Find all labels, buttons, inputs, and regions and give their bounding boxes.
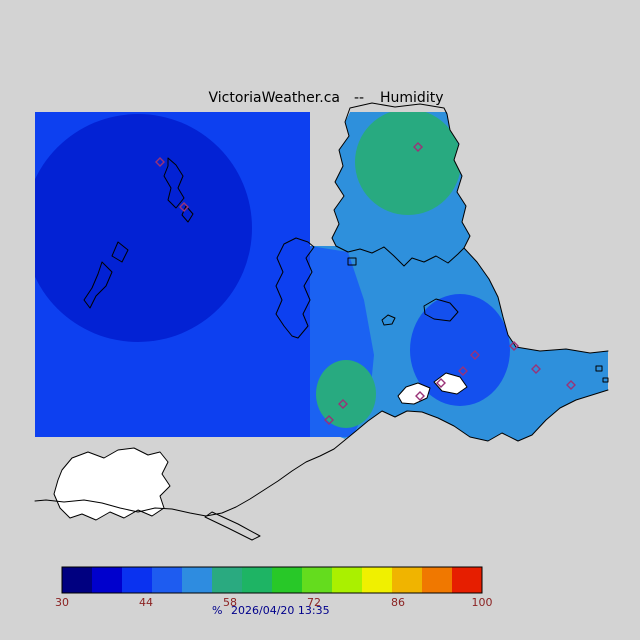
colorbar-segment: [422, 567, 452, 593]
colorbar-tick: 44: [139, 596, 153, 609]
colorbar-segment: [152, 567, 182, 593]
station-diamond-marker: [509, 341, 519, 351]
island-gulf-a: [163, 157, 185, 209]
station-diamond-marker: [413, 142, 423, 152]
colorbar-segment: [362, 567, 392, 593]
colorbar-border: [61, 566, 483, 594]
station-diamond-marker: [566, 380, 576, 390]
colorbar-segment: [62, 567, 92, 593]
colorbar-segment: [92, 567, 122, 593]
colorbar-segments: [62, 567, 482, 593]
colorbar-segment: [452, 567, 482, 593]
humidity-field: [35, 112, 608, 441]
station-diamond-marker: [324, 415, 334, 425]
coastline-south-shore: [34, 389, 609, 517]
colorbar-tick: 58: [223, 596, 237, 609]
colorbar-tick: 100: [472, 596, 493, 609]
station-diamond-marker: [531, 364, 541, 374]
harbour-east: [433, 372, 468, 395]
colorbar-tick: 30: [55, 596, 69, 609]
colorbar-segment: [242, 567, 272, 593]
colorbar: 30 44 58 72 86 100: [55, 566, 493, 609]
islet-east-a: [595, 365, 603, 372]
colorbar-segment: [212, 567, 242, 593]
title-site: VictoriaWeather.ca: [208, 90, 340, 106]
coastline-mainland-northeast: [463, 247, 609, 354]
station-diamond-marker: [470, 350, 480, 360]
coastlines: [34, 102, 609, 517]
islet-east-b: [602, 377, 609, 383]
station-diamond-marker: [436, 378, 446, 388]
colorbar-segment: [392, 567, 422, 593]
timestamp-label: 2026/04/20 13:35: [231, 604, 330, 617]
field-rightdark-blob: [410, 294, 510, 406]
map-title: VictoriaWeather.ca -- Humidity: [208, 90, 443, 106]
coastline-north-island: [331, 102, 471, 267]
island-small-b: [381, 314, 396, 326]
station-diamond-marker: [155, 157, 165, 167]
island-gulf-b: [181, 205, 194, 223]
field-teal-blob-south: [316, 360, 376, 428]
colorbar-segment: [182, 567, 212, 593]
colorbar-tick: 72: [307, 596, 321, 609]
station-markers: [155, 142, 576, 425]
island-gulf-d: [83, 261, 113, 309]
colorbar-tick: 86: [391, 596, 405, 609]
map-footer: % 2026/04/20 13:35: [212, 604, 330, 617]
colorbar-segment: [272, 567, 302, 593]
title-separator: --: [354, 90, 364, 106]
station-diamond-marker: [458, 366, 468, 376]
island-small-a: [347, 257, 357, 266]
colorbar-segment: [302, 567, 332, 593]
island-gulf-c: [111, 241, 129, 263]
station-diamond-marker: [338, 399, 348, 409]
island-sidney: [423, 298, 459, 322]
station-diamond-marker: [179, 202, 189, 212]
lake-region: [53, 447, 171, 521]
colorbar-segment: [122, 567, 152, 593]
field-teal-blob-north: [355, 112, 461, 215]
unit-label: %: [212, 604, 222, 617]
coastline-peninsula: [275, 237, 315, 339]
field-dark-blob: [35, 114, 252, 342]
title-variable: Humidity: [380, 90, 443, 106]
station-diamond-marker: [415, 391, 425, 401]
sand-spit: [204, 511, 261, 541]
colorbar-segment: [332, 567, 362, 593]
